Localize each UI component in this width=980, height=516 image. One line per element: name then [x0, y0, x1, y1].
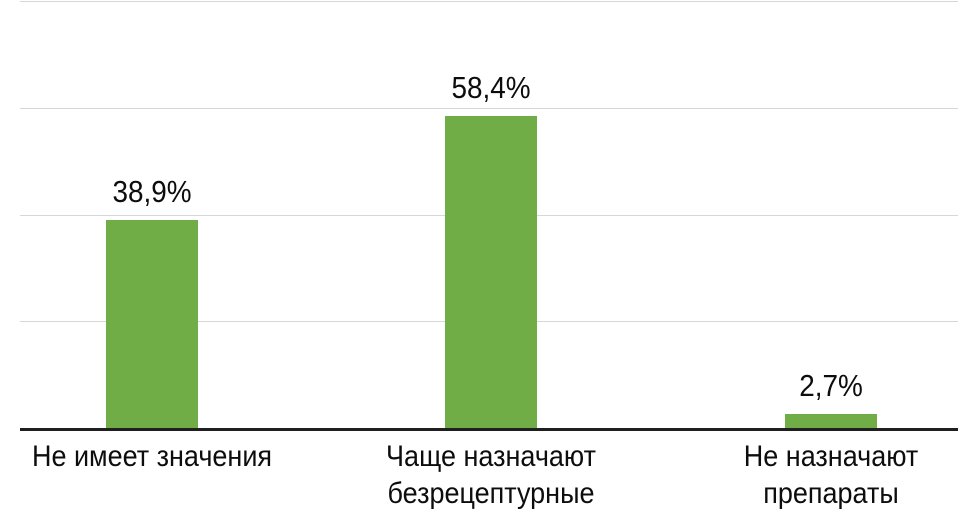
gridline	[20, 108, 958, 109]
category-label: Чаще назначают безрецептурные	[386, 440, 596, 510]
bar	[785, 413, 877, 428]
bar-value-label: 2,7%	[799, 367, 863, 403]
category-label: Не назначают препараты	[743, 440, 919, 510]
gridline	[20, 1, 958, 2]
bar-value-label: 38,9%	[112, 174, 192, 210]
category-label: Не имеет значения	[31, 440, 273, 473]
bar	[106, 220, 198, 428]
x-axis-line	[20, 428, 958, 431]
bar	[445, 116, 537, 428]
bar-value-label: 58,4%	[451, 70, 531, 106]
